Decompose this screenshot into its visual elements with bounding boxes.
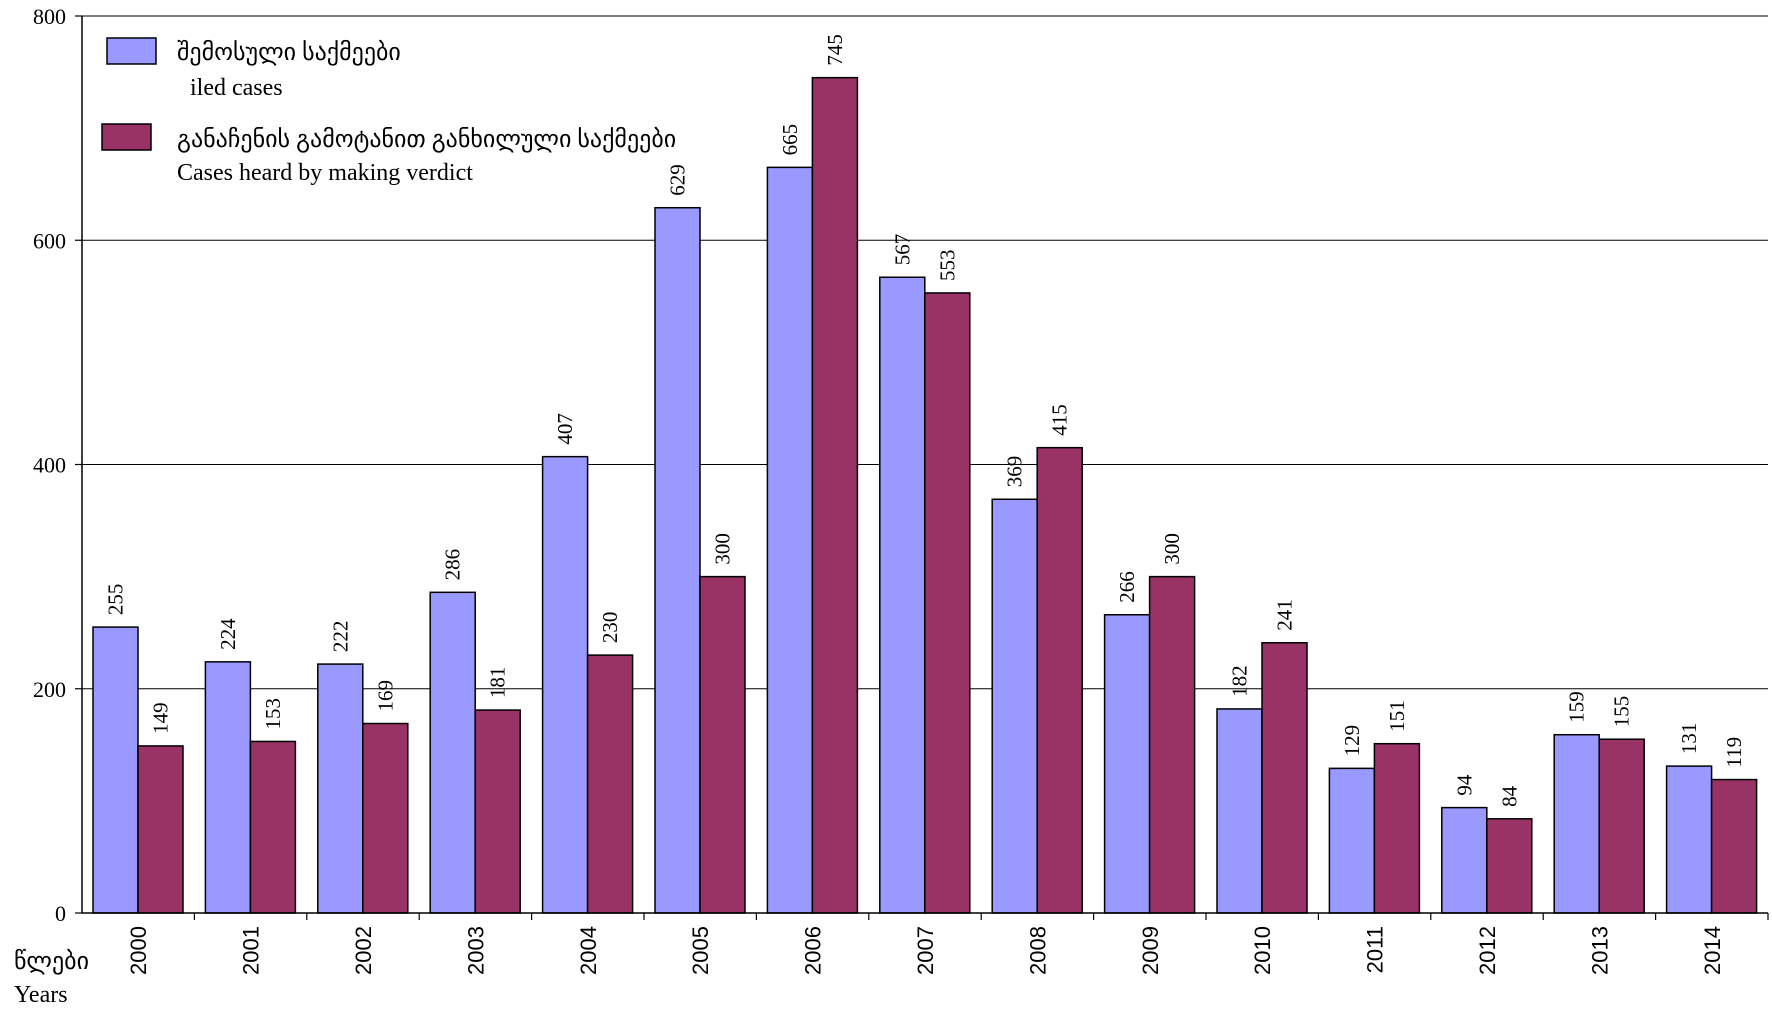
x-axis-title: წლები Years bbox=[14, 948, 89, 1008]
data-label-verdict-2013: 155 bbox=[1610, 696, 1634, 728]
x-tick-label-2011: 2011 bbox=[1363, 926, 1388, 973]
data-label-filed-2000: 255 bbox=[104, 584, 128, 616]
x-axis-title-en: Years bbox=[14, 982, 68, 1008]
data-label-filed-2008: 369 bbox=[1003, 456, 1027, 487]
legend-label-verdict-ka: განაჩენის გამოტანით განხილული საქმეები bbox=[177, 126, 676, 153]
data-label-verdict-2007: 553 bbox=[935, 249, 959, 281]
data-label-filed-2005: 629 bbox=[666, 164, 690, 196]
x-tick-label-2000: 2000 bbox=[126, 926, 151, 975]
bar-verdict-2005 bbox=[699, 575, 746, 914]
bars bbox=[92, 76, 1758, 914]
bar-verdict-2008 bbox=[1036, 446, 1083, 914]
data-label-filed-2010: 182 bbox=[1228, 665, 1252, 697]
y-tick-label: 600 bbox=[33, 228, 66, 253]
data-label-verdict-2002: 169 bbox=[373, 680, 397, 712]
bar-filed-2001 bbox=[204, 661, 252, 914]
data-label-verdict-2004: 230 bbox=[598, 612, 622, 644]
x-tick-label-2008: 2008 bbox=[1025, 926, 1050, 975]
bar-filed-2002 bbox=[317, 663, 364, 914]
data-label-verdict-2003: 181 bbox=[486, 667, 510, 699]
x-tick-label-2007: 2007 bbox=[913, 926, 938, 975]
data-label-filed-2002: 222 bbox=[328, 621, 352, 653]
x-tick-label-2013: 2013 bbox=[1587, 926, 1612, 975]
y-tick-label: 400 bbox=[33, 453, 66, 478]
axes bbox=[75, 15, 1769, 920]
bar-verdict-2000 bbox=[137, 745, 184, 914]
data-label-filed-2012: 94 bbox=[1452, 774, 1476, 796]
data-label-filed-2004: 407 bbox=[553, 413, 577, 445]
data-label-filed-2007: 567 bbox=[890, 234, 914, 266]
data-labels: 255 149 224 153 222 169 286 181 407 230 629 300 665 7… bbox=[104, 34, 1747, 807]
x-tick-label-2002: 2002 bbox=[351, 926, 376, 975]
bar-filed-2014 bbox=[1665, 765, 1713, 914]
x-tick-label-2001: 2001 bbox=[239, 926, 264, 975]
data-label-filed-2009: 266 bbox=[1115, 571, 1139, 603]
bar-filed-2005 bbox=[654, 206, 701, 914]
legend-label-filed-en: iled cases bbox=[190, 75, 283, 101]
bar-verdict-2014 bbox=[1710, 778, 1758, 914]
x-tick-label-2010: 2010 bbox=[1250, 926, 1275, 975]
x-tick-label-2003: 2003 bbox=[463, 926, 488, 975]
bar-verdict-2011 bbox=[1373, 742, 1421, 914]
data-label-filed-2014: 131 bbox=[1677, 723, 1701, 755]
bar-verdict-2001 bbox=[249, 740, 297, 914]
data-label-verdict-2014: 119 bbox=[1722, 737, 1746, 768]
bar-verdict-2003 bbox=[474, 709, 521, 914]
data-label-verdict-2005: 300 bbox=[711, 533, 735, 565]
bar-filed-2007 bbox=[879, 276, 926, 914]
bar-filed-2003 bbox=[429, 591, 476, 914]
bar-verdict-2002 bbox=[362, 722, 409, 914]
data-label-filed-2011: 129 bbox=[1340, 725, 1364, 757]
data-label-filed-2001: 224 bbox=[216, 618, 240, 650]
bar-filed-2004 bbox=[541, 455, 589, 914]
x-tick-label-2005: 2005 bbox=[688, 926, 713, 975]
bar-verdict-2004 bbox=[586, 654, 634, 914]
y-tick-label: 800 bbox=[33, 4, 66, 29]
bar-verdict-2006 bbox=[811, 76, 859, 914]
legend: შემოსული საქმეები iled cases განაჩენის გ… bbox=[101, 37, 676, 186]
data-label-filed-2006: 665 bbox=[778, 124, 802, 156]
bar-filed-2009 bbox=[1103, 613, 1151, 914]
data-label-verdict-2009: 300 bbox=[1160, 533, 1184, 565]
x-tick-labels: 2000 2001 2002 2003 2004 2005 2006 2007 2008 2009… bbox=[126, 926, 1725, 975]
bar-verdict-2010 bbox=[1261, 642, 1308, 914]
x-tick-label-2012: 2012 bbox=[1475, 926, 1500, 975]
legend-label-verdict-en: Cases heard by making verdict bbox=[177, 160, 473, 186]
bar-filed-2008 bbox=[991, 498, 1038, 914]
legend-swatch-verdict bbox=[101, 123, 152, 151]
bar-filed-2011 bbox=[1328, 767, 1376, 914]
data-label-verdict-2012: 84 bbox=[1497, 785, 1521, 807]
data-label-verdict-2001: 153 bbox=[261, 698, 285, 730]
x-tick-label-2006: 2006 bbox=[801, 926, 826, 975]
bar-verdict-2007 bbox=[924, 292, 971, 914]
bar-verdict-2013 bbox=[1598, 738, 1645, 914]
x-axis-title-ka: წლები bbox=[14, 948, 89, 975]
data-label-verdict-2008: 415 bbox=[1048, 404, 1072, 436]
legend-label-filed-ka: შემოსული საქმეები bbox=[177, 39, 401, 66]
bar-filed-2006 bbox=[766, 166, 814, 914]
x-tick-label-2014: 2014 bbox=[1700, 926, 1725, 975]
data-label-verdict-2006: 745 bbox=[823, 34, 847, 66]
x-tick-label-2004: 2004 bbox=[576, 926, 601, 975]
y-tick-label: 0 bbox=[55, 901, 66, 926]
data-label-verdict-2010: 241 bbox=[1273, 599, 1297, 631]
bar-verdict-2012 bbox=[1486, 818, 1533, 914]
bar-verdict-2009 bbox=[1148, 575, 1196, 914]
data-label-verdict-2000: 149 bbox=[149, 702, 173, 734]
bar-filed-2012 bbox=[1441, 806, 1488, 914]
y-tick-label: 200 bbox=[33, 677, 66, 702]
data-label-filed-2003: 286 bbox=[441, 549, 465, 581]
bar-filed-2010 bbox=[1216, 708, 1263, 914]
y-tick-labels: 0 200 400 600 800 bbox=[33, 4, 66, 926]
data-label-verdict-2011: 151 bbox=[1385, 700, 1409, 732]
bar-filed-2000 bbox=[92, 626, 139, 914]
x-tick-label-2009: 2009 bbox=[1138, 926, 1163, 975]
legend-swatch-filed bbox=[106, 37, 157, 65]
data-label-filed-2013: 159 bbox=[1565, 691, 1589, 723]
bar-filed-2013 bbox=[1553, 733, 1600, 914]
